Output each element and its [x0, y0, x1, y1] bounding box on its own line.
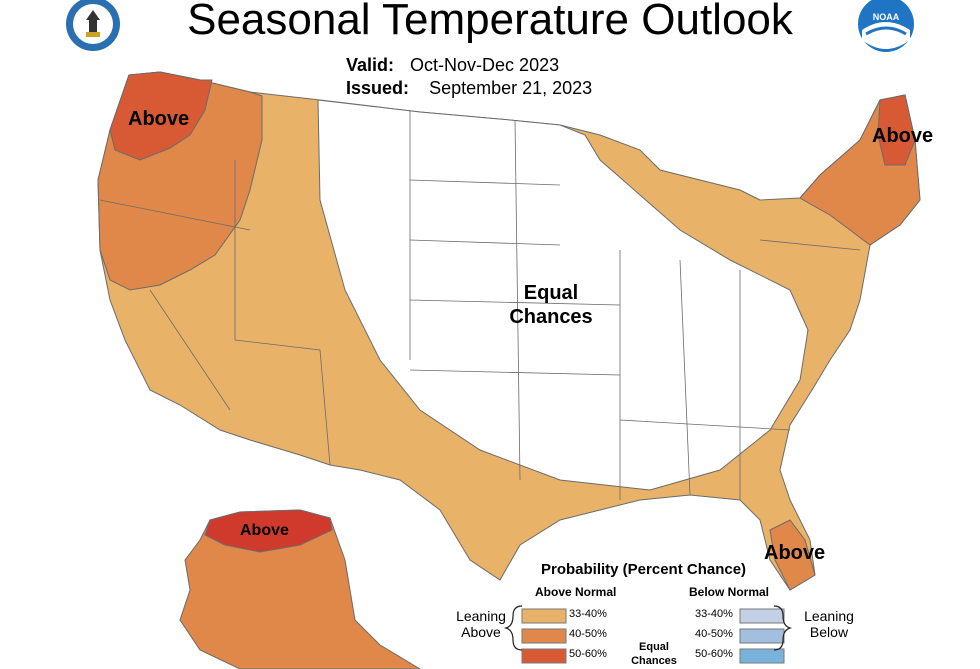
- state-boundaries: [99, 110, 861, 500]
- legend-label-above-1: 40-50%: [569, 628, 607, 640]
- legend-title: Probability (Percent Chance): [541, 561, 747, 578]
- label-above-florida: Above: [764, 542, 826, 564]
- legend-swatch-above-2: [521, 648, 567, 664]
- legend-label-above-0: 33-40%: [569, 608, 607, 620]
- label-above-alaska: Above: [240, 522, 289, 539]
- legend-leaning-above: Leaning Above: [456, 608, 506, 640]
- label-above-northwest: Above: [128, 108, 190, 130]
- label-above-northeast: Above: [872, 125, 934, 147]
- legend-swatch-below-2: [739, 648, 785, 664]
- issued-row: Issued: September 21, 2023: [346, 77, 592, 99]
- legend-swatch-above-0: [521, 608, 567, 624]
- legend-swatch-below-1: [739, 628, 785, 644]
- legend-label-below-2: 50-60%: [695, 648, 733, 660]
- legend-equal-chances: Equal Chances: [631, 641, 677, 667]
- legend-label-above-2: 50-60%: [569, 648, 607, 660]
- valid-value: Oct-Nov-Dec 2023: [410, 55, 560, 75]
- valid-row: Valid: Oct-Nov-Dec 2023: [346, 54, 559, 76]
- legend-label-below-1: 40-50%: [695, 628, 733, 640]
- legend-below-header: Below Normal: [689, 585, 770, 599]
- legend-brackets: [503, 605, 793, 651]
- issued-value: September 21, 2023: [429, 78, 593, 98]
- maine-region-above-50-60: [877, 94, 916, 166]
- commerce-seal-icon: [64, 0, 122, 52]
- alaska-region-above-50-60: [204, 509, 333, 553]
- noaa-logo-text: NOAA: [873, 12, 900, 22]
- florida-region-above-40-50: [769, 519, 816, 591]
- valid-label: Valid:: [346, 55, 395, 75]
- label-equal-chances: Equal Chances: [509, 282, 593, 328]
- issued-label: Issued:: [346, 78, 410, 98]
- legend-swatch-above-1: [521, 628, 567, 644]
- noaa-logo-icon: NOAA: [856, 0, 916, 54]
- legend-label-below-0: 33-40%: [695, 608, 733, 620]
- legend-leaning-below: Leaning Below: [804, 608, 854, 640]
- map-title: Seasonal Temperature Outlook: [187, 0, 793, 44]
- northwest-region-above-50-60: [109, 71, 213, 161]
- legend-swatch-below-0: [739, 608, 785, 624]
- legend-above-header: Above Normal: [535, 585, 617, 599]
